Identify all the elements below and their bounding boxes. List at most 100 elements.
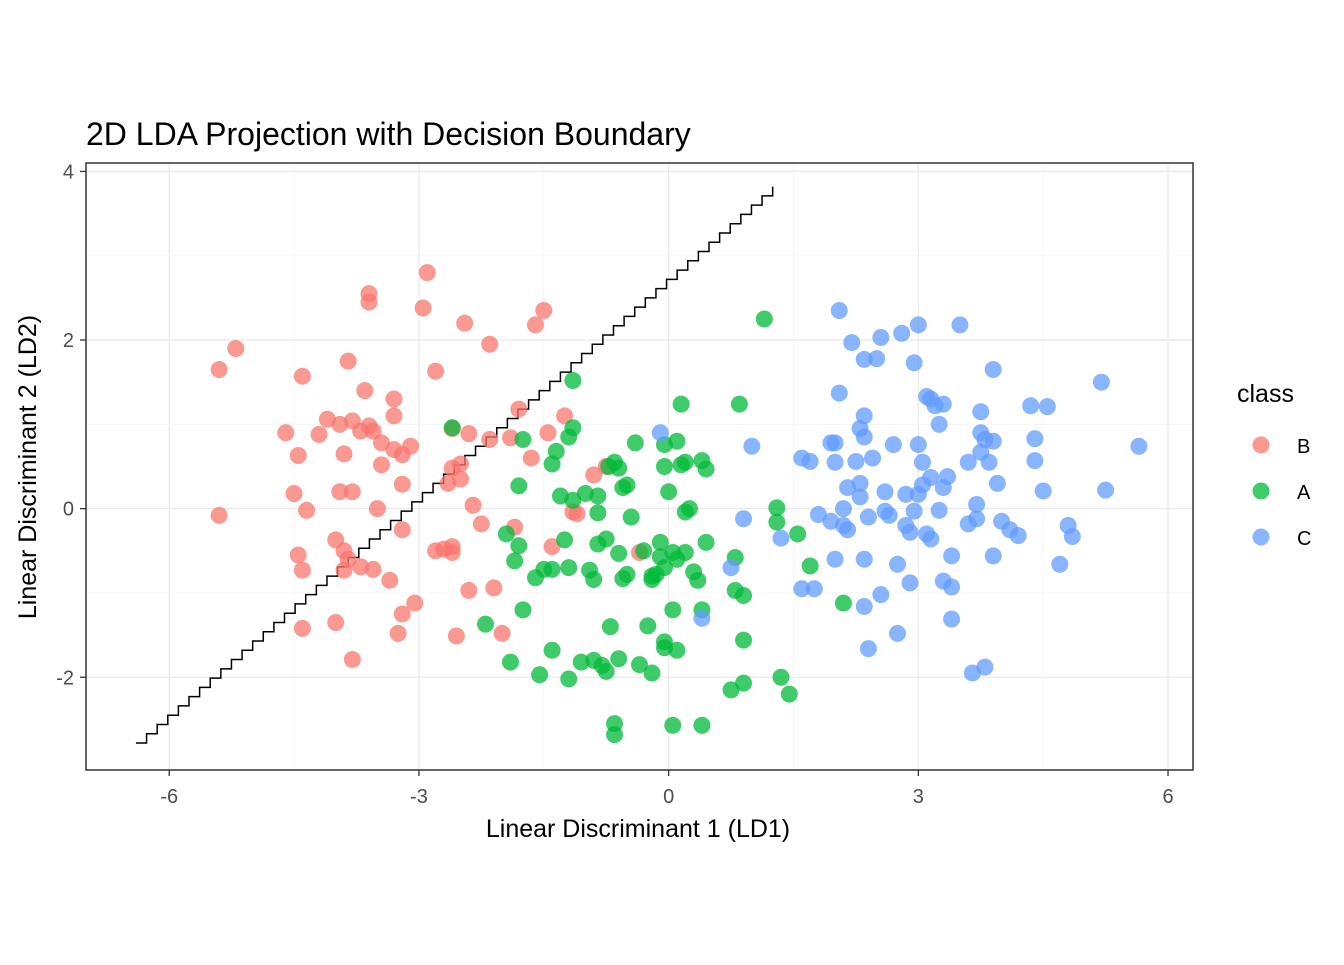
point-class-a xyxy=(735,674,753,692)
point-class-a xyxy=(689,571,707,589)
point-class-c xyxy=(826,550,844,568)
point-class-c xyxy=(930,501,948,519)
point-class-a xyxy=(564,419,582,437)
y-tick-label: 4 xyxy=(63,161,74,183)
x-tick-label: -3 xyxy=(410,786,428,808)
point-class-b xyxy=(443,538,461,556)
point-class-a xyxy=(618,476,636,494)
point-class-b xyxy=(343,651,361,669)
point-class-b xyxy=(460,425,478,443)
point-class-c xyxy=(884,436,902,454)
point-class-a xyxy=(601,618,619,636)
point-class-c xyxy=(1026,452,1044,470)
point-class-c xyxy=(1009,527,1027,545)
point-class-b xyxy=(227,339,245,357)
point-class-a xyxy=(626,434,644,452)
plot-panel-border xyxy=(85,162,1194,771)
point-class-a xyxy=(651,533,669,551)
point-class-a xyxy=(801,557,819,575)
point-class-c xyxy=(826,453,844,471)
legend-label-c: C xyxy=(1297,528,1311,550)
point-class-b xyxy=(381,571,399,589)
point-class-c xyxy=(1026,430,1044,448)
x-axis-label: Linear Discriminant 1 (LD1) xyxy=(486,815,790,843)
point-class-a xyxy=(735,586,753,604)
point-class-b xyxy=(452,470,470,488)
point-class-a xyxy=(477,615,495,633)
point-class-b xyxy=(418,264,436,282)
point-class-a xyxy=(564,491,582,509)
legend-title: class xyxy=(1237,380,1294,408)
point-class-c xyxy=(889,624,907,642)
point-class-b xyxy=(210,506,228,524)
point-class-a xyxy=(610,544,628,562)
point-class-b xyxy=(372,456,390,474)
point-class-a xyxy=(531,666,549,684)
point-class-c xyxy=(855,350,873,368)
legend-label-b: B xyxy=(1297,436,1310,458)
point-class-a xyxy=(693,716,711,734)
point-class-c xyxy=(1092,373,1110,391)
point-class-c xyxy=(905,502,923,520)
point-class-c xyxy=(943,610,961,628)
point-class-b xyxy=(481,431,499,449)
point-class-c xyxy=(872,586,890,604)
point-class-b xyxy=(539,424,557,442)
grid-lines xyxy=(86,163,1193,770)
point-class-b xyxy=(526,316,544,334)
point-class-a xyxy=(655,559,673,577)
point-class-c xyxy=(722,559,740,577)
point-class-a xyxy=(560,670,578,688)
point-class-b xyxy=(510,400,528,418)
point-class-b xyxy=(472,515,490,533)
point-class-b xyxy=(447,627,465,645)
point-class-b xyxy=(460,581,478,599)
point-class-a xyxy=(560,559,578,577)
point-class-a xyxy=(589,504,607,522)
point-class-a xyxy=(610,650,628,668)
point-class-b xyxy=(393,475,411,493)
point-class-a xyxy=(697,460,715,478)
point-class-c xyxy=(909,316,927,334)
x-tick-label: 6 xyxy=(1162,786,1173,808)
point-class-b xyxy=(568,505,586,523)
x-tick-label: 0 xyxy=(663,786,674,808)
point-class-a xyxy=(506,552,524,570)
point-class-a xyxy=(639,617,657,635)
point-class-c xyxy=(693,609,711,627)
point-class-c xyxy=(855,407,873,425)
point-class-c xyxy=(905,354,923,372)
point-class-a xyxy=(597,530,615,548)
point-class-b xyxy=(543,538,561,556)
point-class-b xyxy=(485,579,503,597)
point-class-b xyxy=(493,624,511,642)
point-class-a xyxy=(660,483,678,501)
point-class-c xyxy=(1038,398,1056,416)
point-class-a xyxy=(672,395,690,413)
point-class-a xyxy=(680,500,698,518)
point-class-c xyxy=(951,316,969,334)
point-class-a xyxy=(564,372,582,390)
point-class-b xyxy=(385,407,403,425)
point-class-a xyxy=(668,432,686,450)
point-class-a xyxy=(655,458,673,475)
point-class-c xyxy=(859,508,877,526)
point-class-c xyxy=(735,510,753,528)
point-class-c xyxy=(901,574,919,592)
point-class-a xyxy=(497,525,515,543)
point-class-a xyxy=(755,310,773,328)
point-class-c xyxy=(889,555,907,573)
point-class-a xyxy=(772,668,790,686)
point-class-b xyxy=(385,390,403,408)
point-class-a xyxy=(768,513,786,531)
point-class-b xyxy=(393,605,411,623)
point-class-a xyxy=(789,525,807,543)
point-class-c xyxy=(851,474,869,492)
point-class-a xyxy=(655,633,673,651)
point-class-c xyxy=(855,550,873,568)
point-class-b xyxy=(452,455,470,473)
point-class-c xyxy=(984,432,1002,450)
point-class-c xyxy=(959,453,977,471)
point-class-c xyxy=(909,436,927,454)
